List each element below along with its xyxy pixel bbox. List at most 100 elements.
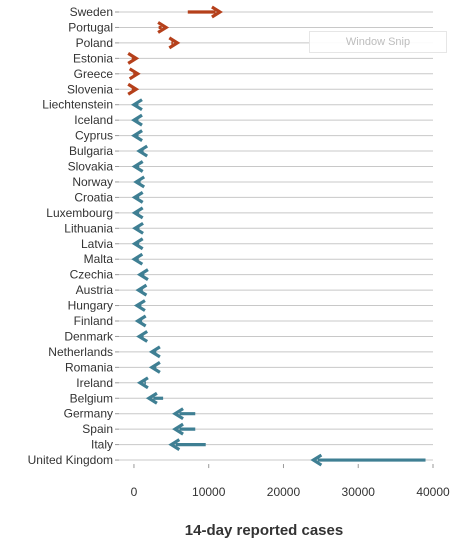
x-tick-label: 0 — [131, 485, 138, 499]
arrow-mark — [168, 36, 181, 50]
y-tick-label: Austria — [76, 283, 114, 297]
y-tick-label: Croatia — [74, 190, 113, 204]
y-tick-label: Latvia — [81, 237, 113, 251]
arrow-head — [131, 160, 144, 173]
y-tick-label: Romania — [65, 360, 113, 374]
arrow-mark — [310, 453, 426, 467]
x-tick-label: 40000 — [416, 485, 450, 499]
arrow-mark — [135, 283, 148, 297]
y-tick-label: Finland — [74, 314, 113, 328]
y-tick-label: Portugal — [68, 20, 113, 34]
arrow-mark — [131, 206, 144, 220]
arrow-mark — [131, 160, 144, 173]
arrow-head — [131, 237, 144, 251]
arrow-head — [145, 391, 158, 405]
x-tick-label: 20000 — [267, 485, 301, 499]
arrow-head — [128, 67, 141, 81]
y-tick-label: Netherlands — [48, 345, 113, 359]
y-tick-label: Iceland — [74, 113, 113, 127]
arrow-mark — [127, 82, 140, 96]
arrow-head — [168, 438, 181, 451]
y-tick-label: Malta — [84, 252, 114, 266]
arrow-mark — [131, 191, 144, 204]
arrow-mark — [148, 345, 161, 359]
arrow-head — [136, 144, 149, 158]
y-tick-label: Sweden — [70, 5, 113, 19]
y-tick-label: Greece — [74, 67, 114, 81]
y-tick-label: Luxembourg — [46, 206, 113, 220]
y-tick-label: Ireland — [76, 376, 113, 390]
arrow-mark — [136, 268, 149, 282]
arrows — [127, 5, 426, 467]
arrow-head — [157, 21, 170, 34]
y-tick-label: Germany — [64, 407, 113, 421]
arrow-head — [131, 113, 143, 127]
y-tick-label: Liechtenstein — [42, 98, 113, 112]
y-tick-label: Denmark — [64, 329, 114, 343]
arrow-head — [168, 36, 181, 50]
arrow-mark — [131, 237, 144, 251]
y-tick-label: Slovenia — [67, 82, 113, 96]
arrow-head — [131, 191, 144, 204]
arrow-head — [127, 51, 140, 65]
arrow-head — [172, 422, 184, 436]
arrow-head — [136, 376, 149, 390]
arrow-head — [148, 360, 161, 374]
arrow-head — [148, 345, 161, 359]
arrow-mark — [131, 113, 143, 127]
arrow-mark — [172, 407, 196, 421]
arrow-head — [211, 5, 223, 19]
y-tick-label: Czechia — [70, 268, 114, 282]
arrow-mark — [128, 67, 141, 81]
arrow-mark — [168, 438, 206, 451]
y-tick-label: Bulgaria — [69, 144, 113, 158]
arrow-head — [310, 453, 323, 467]
arrow-mark — [133, 299, 146, 312]
y-tick-label: Poland — [76, 36, 113, 50]
y-tick-label: Estonia — [73, 51, 113, 65]
x-tick-label: 30000 — [342, 485, 376, 499]
arrow-mark — [136, 376, 149, 390]
arrow-head — [131, 129, 143, 142]
arrow-mark — [136, 330, 149, 343]
arrow-mark — [133, 175, 146, 189]
arrow-head — [172, 407, 184, 421]
arrow-head — [136, 268, 149, 282]
arrow-mark — [145, 391, 164, 405]
arrow-mark — [187, 5, 223, 19]
grid-lines — [115, 11, 433, 461]
y-tick-label: Spain — [82, 422, 113, 436]
y-tick-label: Norway — [72, 175, 113, 189]
arrow-head — [133, 299, 146, 312]
arrow-mark — [136, 144, 149, 158]
arrow-mark — [172, 422, 196, 436]
arrow-head — [134, 314, 147, 328]
arrow-mark — [131, 252, 144, 266]
arrow-head — [132, 221, 144, 235]
arrow-mark — [130, 98, 143, 112]
y-tick-label: United Kingdom — [28, 453, 113, 467]
arrow-mark — [127, 51, 140, 65]
y-tick-label: Lithuania — [64, 221, 113, 235]
arrow-mark — [132, 221, 144, 235]
arrow-head — [136, 330, 149, 343]
arrow-mark — [157, 21, 170, 34]
y-tick-label: Hungary — [68, 299, 113, 313]
arrow-head — [131, 206, 144, 220]
y-tick-label: Slovakia — [68, 160, 114, 174]
arrow-head — [133, 175, 146, 189]
window-snip-overlay[interactable]: Window Snip — [309, 31, 447, 53]
arrow-mark — [148, 360, 161, 374]
y-tick-label: Belgium — [70, 391, 113, 405]
y-tick-label: Italy — [91, 438, 113, 452]
arrow-head — [131, 252, 144, 266]
arrow-head — [135, 283, 148, 297]
y-tick-label: Cyprus — [75, 129, 113, 143]
x-tick-labels: 0 10000 20000 30000 40000 — [131, 464, 450, 499]
x-axis-title: 14-day reported cases — [185, 522, 343, 539]
arrow-mark — [134, 314, 147, 328]
arrow-mark — [131, 129, 143, 142]
arrow-head — [130, 98, 143, 112]
